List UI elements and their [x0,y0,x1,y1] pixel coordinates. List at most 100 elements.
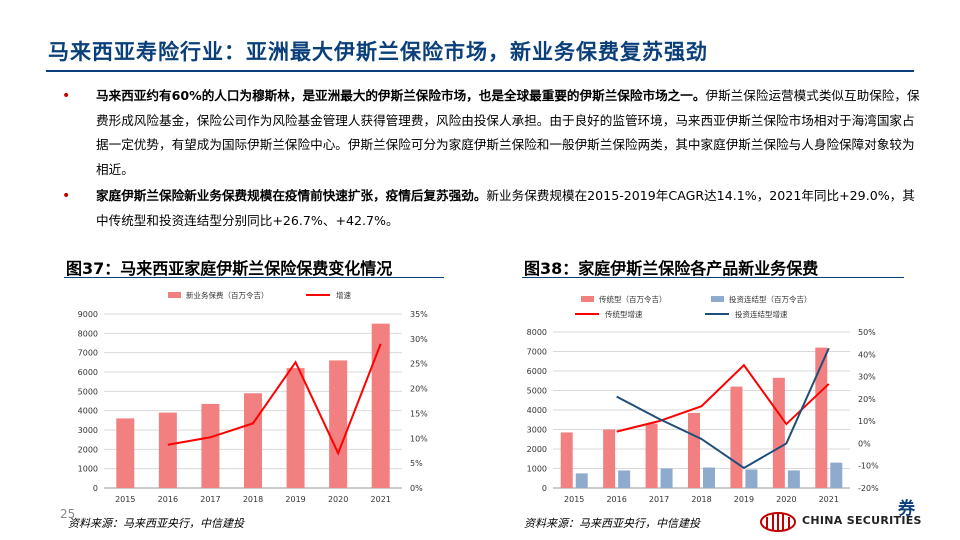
y-left-tick-label: 7000 [78,349,98,358]
y-right-tick-label: 5% [410,459,423,468]
bar [603,429,616,488]
logo-mark-icon [760,512,796,532]
bullet-list: • 马来西亚约有60%的人口为穆斯林，是亚洲最大的伊斯兰保险市场，也是全球最重要… [62,84,920,235]
bar [371,323,390,488]
figure-divider-1 [64,277,444,278]
series-line [616,347,830,470]
x-tick-label: 2019 [734,495,754,504]
y-left-tick-label: 5000 [78,387,98,396]
y-left-tick-label: 1000 [527,465,547,474]
bar [787,470,800,488]
y-left-tick-label: 4000 [527,406,547,415]
bullet-dot-icon: • [62,188,71,204]
series-line [616,363,830,433]
bullet-bold-text: 家庭伊斯兰保险新业务保费规模在疫情前快速扩张，疫情后复苏强劲。 [96,188,487,203]
y-right-tick-label: -10% [858,462,879,471]
y-right-tick-label: 30% [410,335,428,344]
title-divider [46,70,914,72]
x-tick-label: 2016 [158,495,178,504]
bullet-text: 新业务保费规模在2015-2019年CAGR达14.1%，2021年同比+29.… [96,188,915,228]
bar [116,418,135,488]
x-tick-label: 2015 [115,495,135,504]
y-left-tick-label: 8000 [527,328,547,337]
y-right-tick-label: 20% [858,395,876,404]
logo-char: 券 [898,499,915,519]
y-left-tick-label: 3000 [527,426,547,435]
bar [830,462,843,488]
x-tick-label: 2019 [285,495,305,504]
y-right-tick-label: 25% [410,360,428,369]
y-left-tick-label: 1000 [78,465,98,474]
bar [575,473,588,488]
y-right-tick-label: 10% [410,434,428,443]
x-tick-label: 2020 [328,495,348,504]
y-right-tick-label: 50% [858,328,876,337]
bar [286,368,305,488]
y-right-tick-label: 15% [410,409,428,418]
y-right-tick-label: -20% [858,484,879,493]
x-tick-label: 2017 [200,495,220,504]
page-number: 25 [60,507,76,521]
legend-label: 传统型（百万令吉） [599,294,667,304]
y-right-tick-label: 35% [410,310,428,319]
page-title: 马来西亚寿险行业：亚洲最大伊斯兰保险市场，新业务保费复苏强劲 [48,40,708,64]
legend-swatch [168,292,181,298]
logo-text: CHINA SECURITIES [802,514,922,527]
y-left-tick-label: 6000 [78,368,98,377]
y-left-tick-label: 8000 [78,329,98,338]
bullet-bold-text: 马来西亚约有60%的人口为穆斯林，是亚洲最大的伊斯兰保险市场，也是全球最重要的伊… [96,88,706,103]
y-left-tick-label: 3000 [78,426,98,435]
bar [745,469,758,488]
y-left-tick-label: 0 [93,484,98,493]
bar [329,360,348,488]
bar [201,403,220,488]
bar [688,412,700,488]
y-left-tick-label: 6000 [527,367,547,376]
legend-label: 传统型增速 [605,309,643,319]
bullet-item: • 家庭伊斯兰保险新业务保费规模在疫情前快速扩张，疫情后复苏强劲。新业务保费规模… [62,184,920,233]
legend-label: 增速 [336,290,351,300]
y-left-tick-label: 2000 [527,445,547,454]
bar [772,377,785,488]
legend-swatch [711,296,724,302]
y-right-tick-label: 30% [858,373,876,382]
source-note-1: 资料来源：马来西亚央行，中信建投 [68,517,244,530]
y-left-tick-label: 9000 [78,310,98,319]
x-tick-label: 2018 [691,495,711,504]
brand-logo: CHINA SECURITIES 券 [758,499,928,532]
y-right-tick-label: 20% [410,385,428,394]
x-tick-label: 2015 [564,495,584,504]
figure-divider-2 [522,277,904,278]
y-right-tick-label: 0% [858,439,871,448]
figure-title-2: 图38：家庭伊斯兰保险各产品新业务保费 [524,259,819,278]
y-right-tick-label: 10% [858,417,876,426]
y-left-tick-label: 5000 [527,387,547,396]
bar [645,423,658,488]
legend-swatch [581,296,594,302]
bar [703,467,715,488]
series-line [167,343,382,456]
y-left-tick-label: 2000 [78,445,98,454]
y-right-tick-label: 0% [410,484,423,493]
y-left-tick-label: 4000 [78,407,98,416]
bar [560,432,573,488]
figure-title-1: 图37：马来西亚家庭伊斯兰保险保费变化情况 [66,259,393,278]
legend-label: 投资连结型（百万令吉） [729,294,812,304]
bullet-text: 伊斯兰保险运营模式类似互助保险，保费形成风险基金，保险公司作为风险基金管理人获得… [96,88,920,177]
bar [244,393,262,488]
bar [815,347,828,488]
x-tick-label: 2018 [243,495,263,504]
bar [730,386,743,488]
source-note-2: 资料来源：马来西亚央行，中信建投 [524,517,700,530]
bullet-dot-icon: • [62,88,71,104]
legend-label: 新业务保费（百万令吉） [186,290,269,300]
bar [158,412,177,488]
x-tick-label: 2021 [819,495,839,504]
x-tick-label: 2017 [649,495,669,504]
x-tick-label: 2016 [606,495,626,504]
y-right-tick-label: 40% [858,350,876,359]
x-tick-label: 2021 [371,495,391,504]
chart-1: 0 1000 2000 3000 4000 5000 6000 7000 8000 9000 0% 5… [78,290,429,504]
y-left-tick-label: 7000 [527,348,547,357]
y-left-tick-label: 0 [542,484,547,493]
